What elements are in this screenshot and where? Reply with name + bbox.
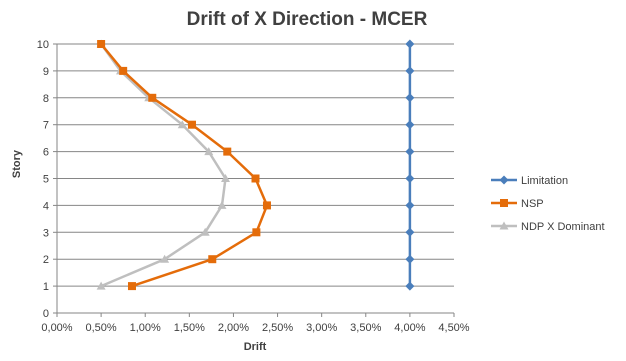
series-group <box>96 39 415 291</box>
data-point <box>251 174 260 183</box>
x-tick-label: 3,00% <box>306 322 337 334</box>
data-point <box>177 120 187 129</box>
x-tick-label: 2,50% <box>262 322 293 334</box>
data-point <box>200 227 210 236</box>
y-tick-label: 6 <box>43 147 49 159</box>
legend-label: NSP <box>521 198 544 210</box>
legend-marker <box>500 199 508 207</box>
data-point <box>252 228 261 237</box>
data-point <box>208 255 217 264</box>
data-point <box>187 120 196 129</box>
x-tick-label: 4,50% <box>438 322 469 334</box>
data-point <box>221 174 231 182</box>
data-point <box>223 147 232 156</box>
legend-item: NDP X Dominant <box>491 221 605 233</box>
series-line <box>100 43 227 288</box>
legend: Limitation NSP NDP X Dominant <box>491 175 605 233</box>
y-tick-label: 0 <box>43 308 49 320</box>
data-point <box>160 254 170 263</box>
data-point <box>405 93 415 103</box>
legend-item: NSP <box>491 198 544 210</box>
x-tick-label: 0,00% <box>41 322 72 334</box>
x-axis-title: Drift <box>244 341 267 353</box>
x-tick-label: 3,50% <box>350 322 381 334</box>
chart-title: Drift of X Direction - MCER <box>187 9 428 30</box>
x-tick-label: 1,50% <box>174 322 205 334</box>
legend-item: Limitation <box>491 175 568 187</box>
y-tick-label: 10 <box>37 39 49 51</box>
data-point <box>204 147 214 156</box>
data-point <box>119 66 128 75</box>
data-point <box>148 93 157 102</box>
y-axis-title: Story <box>11 149 23 178</box>
y-tick-label: 7 <box>43 120 49 132</box>
data-point <box>405 147 415 157</box>
data-point <box>405 39 415 49</box>
data-point <box>405 120 415 130</box>
legend-label: Limitation <box>521 175 568 187</box>
data-point <box>405 227 415 237</box>
y-tick-label: 5 <box>43 174 49 186</box>
series-ndp-x-dominant <box>96 39 231 290</box>
data-point <box>96 281 106 290</box>
axes: 0 1 2 3 4 5 6 7 8 9 10 0,00% 0,50% 1,00% 1,50% 2,00% 2,5… <box>37 39 470 334</box>
data-point <box>405 200 415 210</box>
series-nsp <box>97 40 271 291</box>
y-tick-label: 8 <box>43 93 49 105</box>
series-limitation <box>405 39 415 291</box>
series-line <box>100 43 269 288</box>
x-tick-label: 1,00% <box>130 322 161 334</box>
data-point <box>405 281 415 291</box>
x-tick-label: 2,00% <box>218 322 249 334</box>
y-tick-label: 4 <box>43 200 49 212</box>
gridlines <box>57 43 454 287</box>
data-point <box>127 282 136 291</box>
legend-marker <box>499 175 509 185</box>
legend-label: NDP X Dominant <box>521 221 605 233</box>
data-point <box>97 40 106 48</box>
legend-marker <box>499 221 509 230</box>
data-point <box>405 254 415 264</box>
y-tick-label: 3 <box>43 227 49 239</box>
y-tick-label: 2 <box>43 254 49 266</box>
data-point <box>262 201 271 210</box>
y-tick-label: 9 <box>43 66 49 78</box>
x-tick-label: 4,00% <box>394 322 425 334</box>
data-point <box>405 66 415 76</box>
data-point <box>217 200 227 209</box>
x-tick-label: 0,50% <box>86 322 117 334</box>
data-point <box>405 174 415 183</box>
y-tick-label: 1 <box>43 281 49 293</box>
